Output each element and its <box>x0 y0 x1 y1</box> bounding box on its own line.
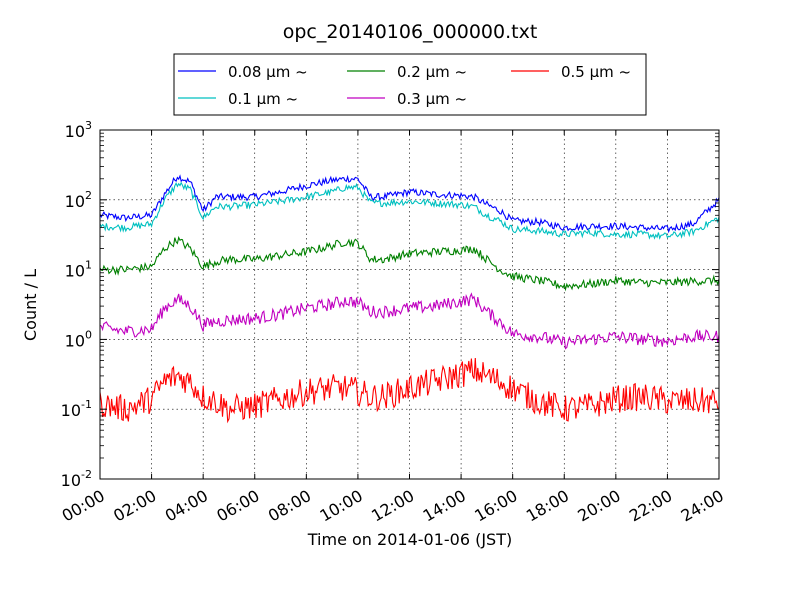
chart-title: opc_20140106_000000.txt <box>283 21 538 43</box>
series-line-2 <box>99 235 720 292</box>
series-line-3 <box>99 292 720 350</box>
legend-label: 0.2 μm ~ <box>397 63 467 81</box>
x-axis-label: Time on 2014-01-06 (JST) <box>307 530 512 549</box>
x-tick-label: 14:00 <box>420 486 469 526</box>
x-tick-label: 04:00 <box>162 486 211 526</box>
series-line-1 <box>99 181 720 240</box>
x-tick-label: 08:00 <box>265 486 314 526</box>
y-tick-label: 102 <box>65 189 92 211</box>
y-tick-label: 101 <box>65 259 92 281</box>
legend: 0.08 μm ~ 0.1 μm ~ 0.2 μm ~ 0.3 μm ~ 0.5 μm … <box>173 53 647 116</box>
legend-label: 0.08 μm ~ <box>228 63 308 81</box>
x-tick-label: 12:00 <box>368 486 417 526</box>
plot-series <box>99 174 720 424</box>
x-tick-label: 18:00 <box>523 486 572 526</box>
y-tick-label: 10-2 <box>61 468 92 490</box>
legend-box <box>173 53 647 116</box>
x-tick-label: 00:00 <box>59 486 108 526</box>
legend-label: 0.1 μm ~ <box>228 90 298 108</box>
x-tick-label: 16:00 <box>471 486 520 526</box>
x-tick-label: 02:00 <box>110 486 159 526</box>
y-tick-label: 10-1 <box>61 398 92 420</box>
y-axis-label: Count / L <box>21 269 40 341</box>
series-line-0 <box>99 174 720 234</box>
x-axis-ticks: 00:00 02:00 04:00 06:00 08:00 10:00 12:00 14:00… <box>59 130 727 526</box>
x-tick-label: 20:00 <box>574 486 623 526</box>
legend-label: 0.5 μm ~ <box>561 63 631 81</box>
y-tick-label: 103 <box>65 119 92 141</box>
grid <box>100 130 719 479</box>
x-tick-label: 06:00 <box>213 486 262 526</box>
x-tick-label: 24:00 <box>678 486 727 526</box>
plot-area-frame <box>99 129 720 480</box>
x-tick-label: 22:00 <box>626 486 675 526</box>
x-tick-label: 10:00 <box>316 486 365 526</box>
series-line-4 <box>99 357 720 424</box>
y-axis-ticks: 10-2 10-1 100 101 102 103 <box>61 119 719 490</box>
y-tick-label: 100 <box>65 328 92 350</box>
legend-label: 0.3 μm ~ <box>397 90 467 108</box>
